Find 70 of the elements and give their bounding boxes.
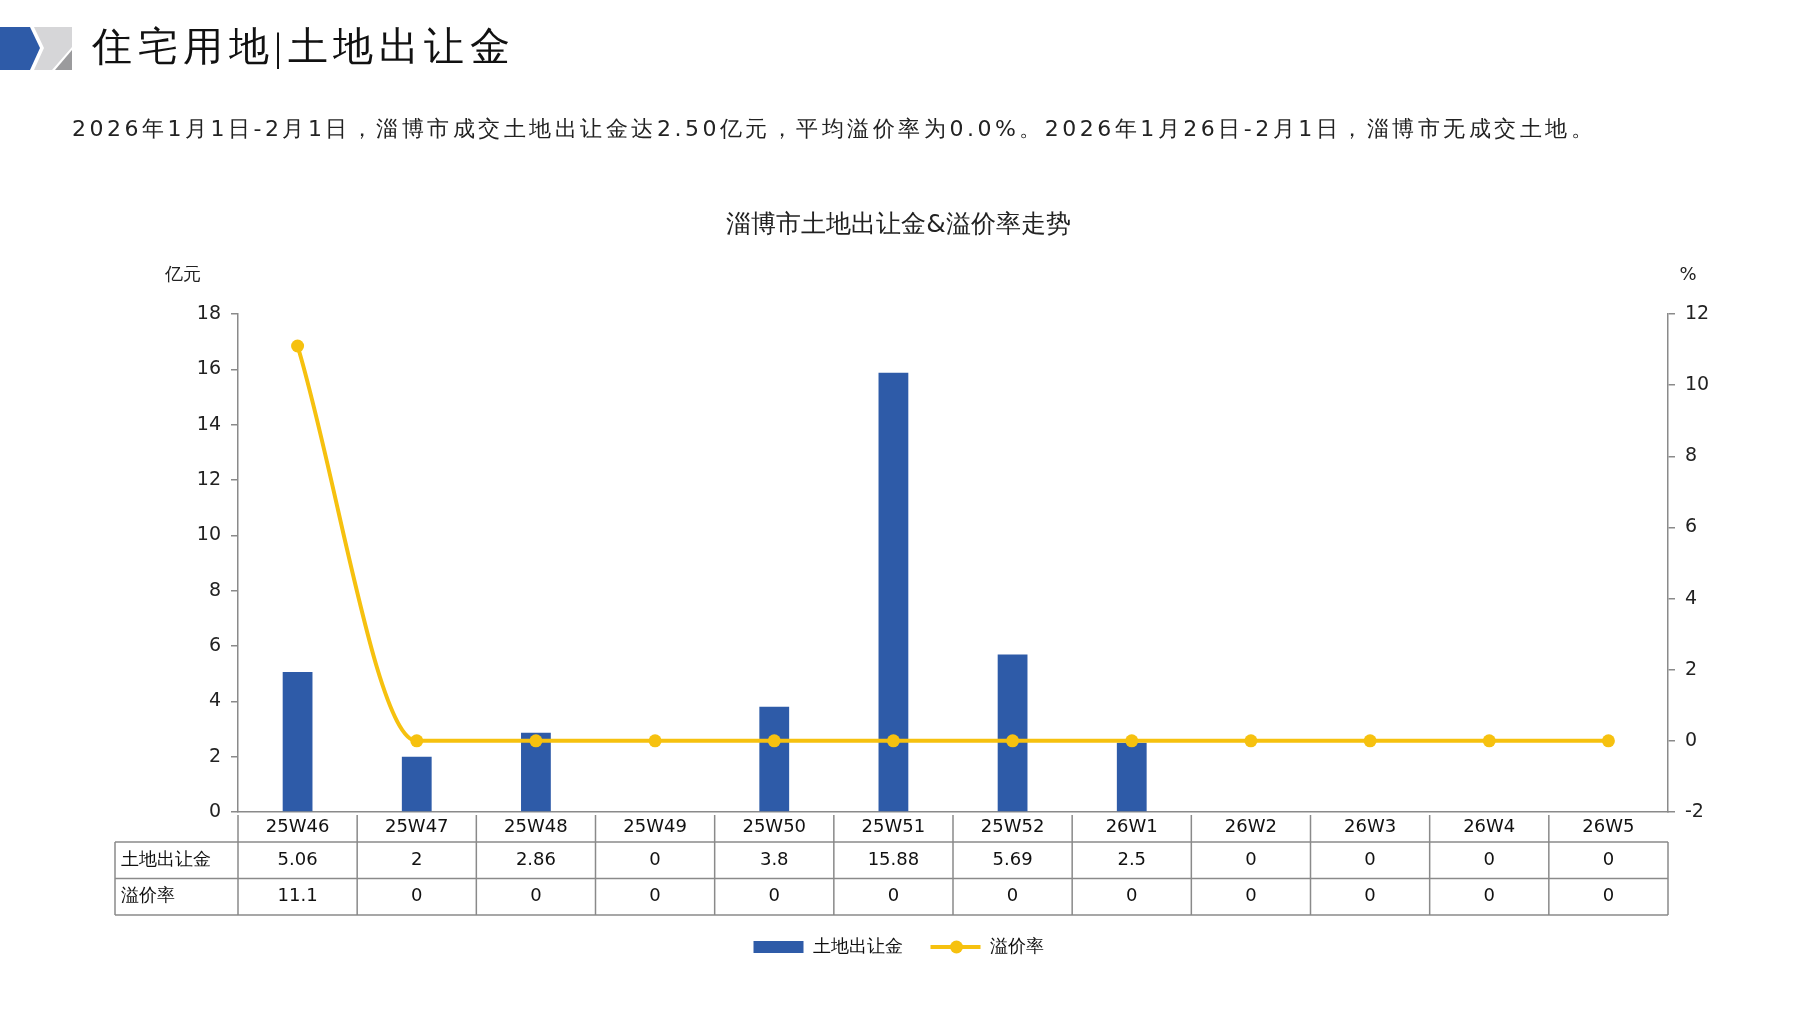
data-label: 0 [1364,847,1376,869]
data-label: 0 [1245,847,1257,869]
data-label: 0 [768,884,780,906]
x-tick-label: 25W48 [504,815,568,837]
bar [521,732,551,812]
y2-tick-label: 2 [1685,656,1698,679]
x-tick-label: 25W50 [742,815,807,837]
data-label: 0 [1364,884,1376,906]
data-label: 0 [1483,847,1495,869]
data-label: 0 [1006,884,1019,906]
x-tick-label: 26W1 [1105,815,1158,837]
x-tick-label: 26W5 [1582,815,1635,837]
y2-tick-label: 6 [1685,514,1698,537]
y2-tick-label: -2 [1685,798,1704,821]
data-label: 2.5 [1117,847,1147,869]
bar [1116,742,1147,812]
y-tick-label: 12 [196,466,221,489]
data-label: 3.8 [759,847,789,869]
data-label: 0 [1126,884,1138,906]
y-tick-label: 6 [208,632,221,655]
bar [997,654,1028,812]
bar [401,756,432,812]
bar [878,372,909,812]
x-tick-label: 25W52 [980,815,1045,837]
data-label: 0 [1602,884,1615,906]
data-label: 0 [887,884,900,906]
x-tick-label: 25W51 [861,815,926,837]
y2-tick-label: 10 [1685,372,1710,395]
y-tick-label: 18 [196,300,221,323]
y2-axis-title: % [1679,262,1697,284]
data-label: 5.06 [277,847,318,869]
y-tick-label: 16 [196,356,221,379]
text: 溢价率 [121,884,175,906]
y-tick-label: 8 [208,577,221,600]
data-label: 0 [411,884,423,906]
x-tick-label: 25W47 [384,815,449,837]
y2-tick-label: 0 [1685,727,1698,750]
y-tick-label: 4 [208,688,221,711]
legend-label: 土地出让金 [812,934,903,956]
y2-tick-label: 12 [1685,300,1710,323]
x-tick-label: 25W49 [623,815,687,837]
data-label: 0 [1245,884,1257,906]
data-label: 0 [1602,847,1615,869]
data-label: 0 [1483,884,1495,906]
y-tick-label: 0 [208,798,221,821]
y-tick-label: 14 [196,411,221,434]
chart-subtitle: 淄博市土地出让金&溢价率走势 [726,208,1071,238]
legend-label: 溢价率 [989,934,1044,956]
data-label: 2 [411,847,423,869]
x-tick-label: 26W2 [1224,815,1277,837]
x-tick-label: 26W4 [1463,815,1516,837]
text: 2026年1月1日-2月1日，淄博市成交土地出让金达2.50亿元，平均溢价率为0.0%。2026年1月26日-2月1日，淄博市无成交土地。 [72,115,1597,143]
y2-tick-label: 8 [1685,443,1698,466]
y-axis-title: 亿元 [164,262,201,284]
data-label: 0 [530,884,542,906]
x-tick-label: 25W46 [265,815,330,837]
data-label: 0 [649,847,661,869]
x-tick-label: 26W3 [1344,815,1397,837]
data-label: 0 [649,884,661,906]
y2-tick-label: 4 [1685,585,1698,608]
data-label: 11.1 [277,884,318,906]
bar [759,706,790,812]
y-tick-label: 10 [196,522,221,545]
bar [282,672,313,812]
data-label: 2.86 [515,847,556,869]
y-tick-label: 2 [208,743,221,766]
data-label: 15.88 [867,847,920,869]
data-label: 5.69 [992,847,1033,869]
chart-title: 住宅用地|土地出让金 [92,23,516,71]
text: 土地出让金 [121,847,211,869]
